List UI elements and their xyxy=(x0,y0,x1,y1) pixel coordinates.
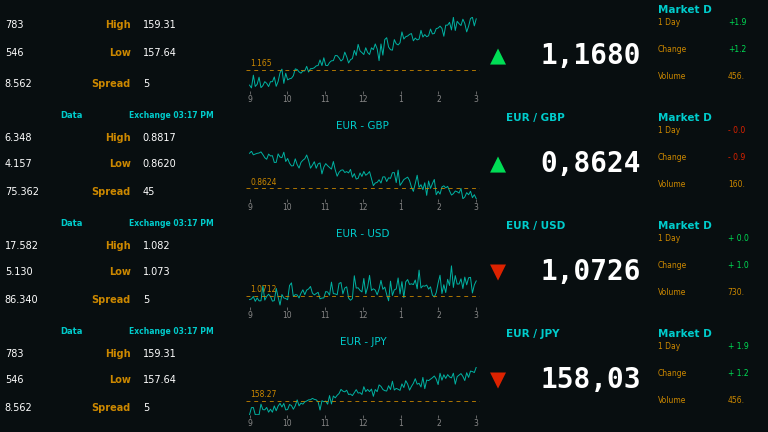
Text: + 0.0: + 0.0 xyxy=(728,234,749,243)
Text: Market D: Market D xyxy=(657,220,711,231)
Text: Volume: Volume xyxy=(657,180,686,189)
Text: Volume: Volume xyxy=(657,396,686,405)
Text: 1,0726: 1,0726 xyxy=(540,258,641,286)
Text: 45: 45 xyxy=(143,187,155,197)
Text: Market D: Market D xyxy=(657,112,711,123)
Text: 1.073: 1.073 xyxy=(143,267,170,277)
Text: EUR - USD: EUR - USD xyxy=(336,229,389,239)
Text: Change: Change xyxy=(657,261,687,270)
Text: 8.562: 8.562 xyxy=(5,403,32,413)
Text: 1.082: 1.082 xyxy=(143,241,170,251)
Text: 157.64: 157.64 xyxy=(143,48,177,58)
Text: 5: 5 xyxy=(143,295,149,305)
Text: 5: 5 xyxy=(143,79,149,89)
Text: 546: 546 xyxy=(5,48,23,58)
Text: High: High xyxy=(105,133,131,143)
Text: EUR - JPY: EUR - JPY xyxy=(339,337,386,347)
Text: 5.130: 5.130 xyxy=(5,267,32,277)
Text: 4.157: 4.157 xyxy=(5,159,32,169)
Text: Market D: Market D xyxy=(657,4,711,15)
Text: + 1.0: + 1.0 xyxy=(728,261,749,270)
Text: Spread: Spread xyxy=(91,79,131,89)
Text: 456.: 456. xyxy=(728,396,745,405)
Text: Low: Low xyxy=(109,159,131,169)
Text: Volume: Volume xyxy=(657,288,686,297)
Text: Exchange 03:17 PM: Exchange 03:17 PM xyxy=(129,111,214,121)
Text: 6.348: 6.348 xyxy=(5,133,32,143)
Text: 783: 783 xyxy=(5,20,23,30)
Text: Spread: Spread xyxy=(91,295,131,305)
Text: 1 Day: 1 Day xyxy=(657,18,680,27)
Text: 75.362: 75.362 xyxy=(5,187,38,197)
Text: Spread: Spread xyxy=(91,403,131,413)
Text: 546: 546 xyxy=(5,375,23,385)
Text: 158,03: 158,03 xyxy=(540,366,641,394)
Text: Exchange 03:17 PM: Exchange 03:17 PM xyxy=(129,219,214,229)
Text: Change: Change xyxy=(657,153,687,162)
Text: 8.562: 8.562 xyxy=(5,79,32,89)
Text: EUR / JPY: EUR / JPY xyxy=(506,328,560,339)
Text: 1.0712: 1.0712 xyxy=(250,285,276,294)
Text: 17.582: 17.582 xyxy=(5,241,38,251)
Text: 157.64: 157.64 xyxy=(143,375,177,385)
Text: Low: Low xyxy=(109,267,131,277)
Text: 160.: 160. xyxy=(728,180,745,189)
Text: 159.31: 159.31 xyxy=(143,20,177,30)
Text: Low: Low xyxy=(109,48,131,58)
Text: Data: Data xyxy=(60,327,83,337)
Text: + 1.2: + 1.2 xyxy=(728,369,748,378)
Text: Data: Data xyxy=(60,219,83,229)
Text: 783: 783 xyxy=(5,349,23,359)
Text: 1,1680: 1,1680 xyxy=(540,42,641,70)
Text: ▼: ▼ xyxy=(490,262,506,282)
Text: 1 Day: 1 Day xyxy=(657,342,680,351)
Text: ▲: ▲ xyxy=(490,46,506,66)
Text: EUR / USD: EUR / USD xyxy=(506,220,565,231)
Text: 456.: 456. xyxy=(728,72,745,81)
Text: Volume: Volume xyxy=(657,72,686,81)
Text: 0,8624: 0,8624 xyxy=(540,150,641,178)
Text: ▲: ▲ xyxy=(490,154,506,174)
Text: 1.165: 1.165 xyxy=(250,58,272,67)
Text: High: High xyxy=(105,241,131,251)
Text: Data: Data xyxy=(60,111,83,121)
Text: Exchange 03:17 PM: Exchange 03:17 PM xyxy=(129,327,214,337)
Text: ▼: ▼ xyxy=(490,370,506,390)
Text: + 1.9: + 1.9 xyxy=(728,342,749,351)
Text: EUR / GBP: EUR / GBP xyxy=(506,112,565,123)
Text: 1 Day: 1 Day xyxy=(657,126,680,135)
Text: 158.27: 158.27 xyxy=(250,390,276,399)
Text: Low: Low xyxy=(109,375,131,385)
Text: 1 Day: 1 Day xyxy=(657,234,680,243)
Text: High: High xyxy=(105,349,131,359)
Text: 86.340: 86.340 xyxy=(5,295,38,305)
Text: 0.8624: 0.8624 xyxy=(250,178,277,187)
Text: EUR - GBP: EUR - GBP xyxy=(336,121,389,131)
Text: 0.8817: 0.8817 xyxy=(143,133,177,143)
Text: +1.9: +1.9 xyxy=(728,18,746,27)
Text: 0.8620: 0.8620 xyxy=(143,159,177,169)
Text: Change: Change xyxy=(657,369,687,378)
Text: 5: 5 xyxy=(143,403,149,413)
Text: Market D: Market D xyxy=(657,328,711,339)
Text: 730.: 730. xyxy=(728,288,745,297)
Text: High: High xyxy=(105,20,131,30)
Text: Spread: Spread xyxy=(91,187,131,197)
Text: - 0.0: - 0.0 xyxy=(728,126,745,135)
Text: +1.2: +1.2 xyxy=(728,45,746,54)
Text: Change: Change xyxy=(657,45,687,54)
Text: - 0.9: - 0.9 xyxy=(728,153,745,162)
Text: 159.31: 159.31 xyxy=(143,349,177,359)
